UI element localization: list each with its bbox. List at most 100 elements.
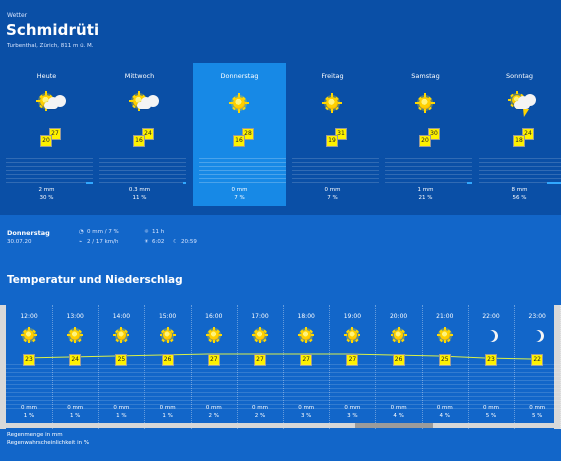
rain-icon: ◔ — [79, 229, 84, 235]
rain-bars — [6, 158, 93, 184]
sunrise-icon: ☀ — [144, 239, 149, 245]
sun-icon — [67, 327, 84, 343]
hour-temperature: 26 — [161, 354, 174, 366]
hour-column: 13:00 24 0 mm 1 % — [52, 305, 100, 429]
hour-rain-amount: 0 mm — [298, 405, 315, 411]
cloud-icon — [514, 94, 536, 109]
hourly-scroll-left-area[interactable] — [0, 305, 6, 429]
cloud-icon — [44, 95, 66, 109]
hourly-scrollbar[interactable] — [6, 423, 554, 428]
hour-temperature: 27 — [346, 354, 359, 366]
hourly-scroll-right-area[interactable] — [554, 305, 561, 429]
hour-time: 17:00 — [251, 313, 269, 320]
day-card-1[interactable]: Mittwoch 24 16 0.3 mm 11 % — [93, 63, 186, 206]
hour-temperature: 25 — [115, 354, 128, 366]
rain-probability: 56 % — [512, 195, 527, 201]
sun-icon — [415, 93, 435, 113]
hour-rain-bars — [468, 364, 514, 409]
hour-rain-amount: 0 mm — [390, 405, 407, 411]
hour-time: 22:00 — [482, 313, 500, 320]
hour-rain-amount: 0 mm — [529, 405, 546, 411]
hour-temperature: 26 — [392, 354, 405, 366]
sun-icon — [229, 93, 249, 113]
hour-time: 23:00 — [528, 313, 546, 320]
hour-rain-amount: 0 mm — [344, 405, 361, 411]
day-name: Samstag — [411, 72, 440, 80]
temp-max: 30 — [428, 128, 440, 140]
hour-column: 15:00 26 0 mm 1 % — [144, 305, 192, 429]
sun-icon — [113, 327, 130, 343]
hour-temperature: 23 — [23, 354, 35, 366]
hour-rain-probability: 1 % — [23, 413, 35, 419]
rain-probability: 11 % — [132, 195, 147, 201]
hour-rain-probability: 5 % — [531, 413, 543, 419]
hour-temperature: 23 — [485, 354, 497, 366]
wind-value: 2 / 17 km/h — [87, 239, 119, 245]
day-card-4[interactable]: Samstag 30 20 1 mm 21 % — [379, 63, 472, 206]
sunrise-value: 6:02 — [152, 239, 165, 245]
hour-rain-bars — [98, 364, 145, 409]
hour-time: 20:00 — [389, 313, 408, 320]
hour-time: 14:00 — [112, 313, 131, 320]
hour-time: 19:00 — [343, 313, 362, 320]
hour-column: 17:00 27 0 mm 2 % — [237, 305, 284, 429]
day-card-5[interactable]: Sonntag 24 18 8 mm 56 % — [473, 63, 561, 206]
sun-icon — [159, 327, 176, 343]
hour-column: 18:00 27 0 mm 3 % — [283, 305, 331, 429]
hour-rain-bars — [52, 364, 99, 409]
breadcrumb[interactable]: Wetter — [7, 12, 28, 19]
rain-bars — [99, 158, 186, 184]
scroll-thumb[interactable] — [355, 423, 433, 428]
sun-icon — [436, 327, 453, 343]
hour-column: 19:00 27 0 mm 3 % — [329, 305, 377, 429]
rain-value: 0 mm / 7 % — [87, 229, 119, 235]
day-name: Sonntag — [506, 72, 533, 80]
rain-amount: 1 mm — [417, 187, 434, 193]
hour-temperature: 24 — [69, 354, 82, 366]
wind-icon: ⌁ — [79, 239, 83, 245]
hour-rain-bars — [6, 364, 52, 409]
rain-probability: 7 % — [327, 195, 338, 201]
hour-rain-probability: 4 % — [439, 413, 451, 419]
selected-day-title: Donnerstag — [7, 229, 50, 237]
hour-temperature: 25 — [438, 354, 451, 366]
day-card-2[interactable]: Donnerstag 28 16 0 mm 7 % — [193, 63, 286, 206]
day-card-0[interactable]: Heute 27 20 2 mm 30 % — [0, 63, 93, 206]
hour-column: 22:00 23 0 mm 5 % — [468, 305, 515, 429]
hour-temperature: 27 — [207, 354, 220, 366]
day-name: Freitag — [321, 72, 344, 80]
hour-rain-bars — [375, 364, 422, 409]
temp-max: 28 — [242, 128, 254, 140]
hour-rain-probability: 1 % — [116, 413, 127, 419]
rain-bars — [199, 158, 286, 184]
hour-rain-bars — [283, 364, 330, 409]
hour-rain-amount: 0 mm — [483, 405, 499, 411]
hour-rain-amount: 0 mm — [436, 405, 453, 411]
temp-min: 16 — [233, 135, 245, 147]
rain-amount: 8 mm — [511, 187, 528, 193]
hour-rain-probability: 3 % — [347, 413, 358, 419]
rain-bars — [292, 158, 379, 184]
rain-probability: 21 % — [418, 195, 433, 201]
rain-bar — [466, 182, 472, 184]
sun-icon — [298, 327, 315, 343]
hour-column: 16:00 27 0 mm 2 % — [190, 305, 238, 429]
section-title: Temperatur und Niederschlag — [7, 274, 183, 286]
page-title: Schmidrüti — [6, 21, 100, 39]
rain-probability: 7 % — [234, 195, 245, 201]
hour-rain-amount: 0 mm — [252, 405, 268, 411]
cloud-icon — [137, 95, 159, 109]
sunshine-icon: ☼ — [144, 229, 149, 235]
moon-icon — [483, 330, 495, 342]
rain-amount: 0 mm — [324, 187, 341, 193]
sun-icon — [205, 327, 222, 343]
hour-rain-amount: 0 mm — [205, 405, 222, 411]
hour-time: 13:00 — [66, 313, 84, 320]
hourly-chart: 12:00 23 0 mm 1 % 13:00 24 0 mm 1 % 14:00 25 0 mm 1… — [0, 305, 561, 429]
sun-icon — [322, 93, 342, 113]
temp-max: 31 — [335, 128, 347, 140]
hour-time: 16:00 — [205, 313, 223, 320]
hour-time: 12:00 — [20, 313, 38, 320]
day-card-3[interactable]: Freitag 31 19 0 mm 7 % — [286, 63, 379, 206]
hour-rain-probability: 1 % — [162, 413, 173, 419]
